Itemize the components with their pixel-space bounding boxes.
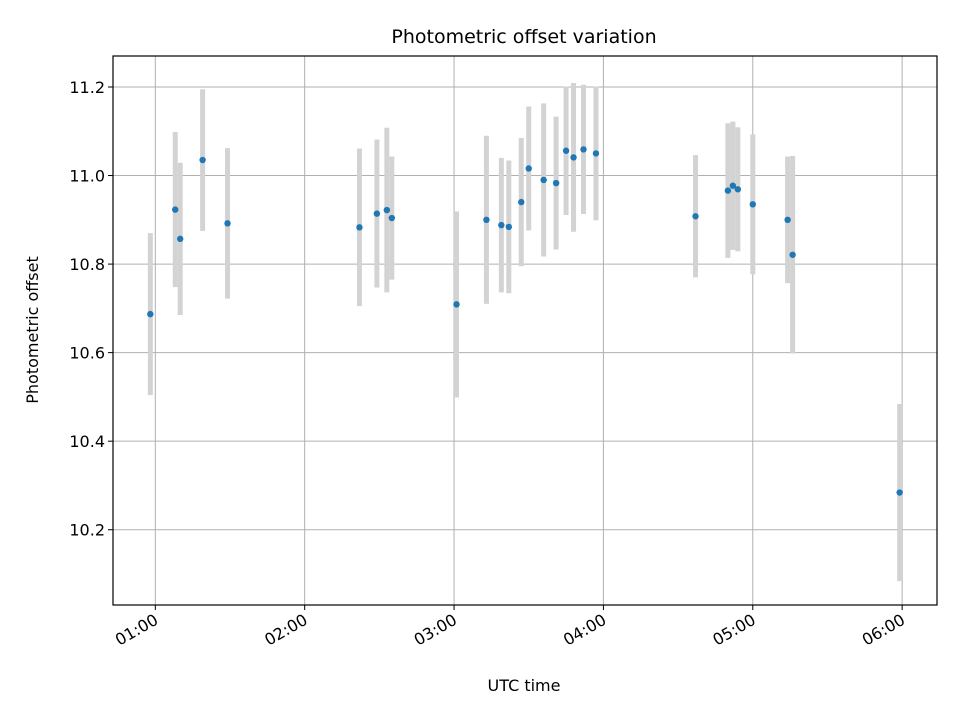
data-point [498,221,505,229]
data-points [147,146,903,496]
data-point [552,179,560,187]
plot-frame [112,55,938,606]
data-point [525,165,532,172]
data-point [147,310,154,318]
grid [113,56,937,605]
data-point [592,150,600,157]
y-tick-label: 10.8 [69,255,105,274]
data-point [896,489,903,496]
data-point [734,186,742,193]
data-point [505,223,513,231]
y-tick-label: 11.2 [69,78,105,97]
data-point [789,251,796,258]
data-point [388,214,396,222]
chart-title: Photometric offset variation [391,26,656,48]
y-axis-label: Photometric offset [23,256,42,404]
data-point [784,216,791,224]
data-point [224,220,231,227]
data-point [373,210,381,217]
data-point [356,224,363,231]
y-tick-label: 10.4 [69,432,105,451]
data-point [177,235,184,243]
data-point [562,147,570,154]
data-point [570,154,577,161]
data-point [692,213,699,220]
y-axis-ticks: 10.2 10.4 10.6 10.8 11.0 11.2 [69,78,113,540]
y-tick-label: 10.6 [69,344,105,363]
data-point [383,206,391,214]
y-tick-label: 11.0 [69,167,105,186]
x-axis-label: UTC time [488,676,561,695]
y-tick-label: 10.2 [69,521,105,540]
data-point [724,187,732,194]
data-point [580,146,587,153]
data-point [453,301,460,308]
data-point [199,156,206,164]
data-point [172,206,179,213]
data-point [540,176,547,184]
data-point [483,216,490,224]
data-point [518,198,525,206]
data-point [729,182,737,189]
data-point [749,201,756,208]
